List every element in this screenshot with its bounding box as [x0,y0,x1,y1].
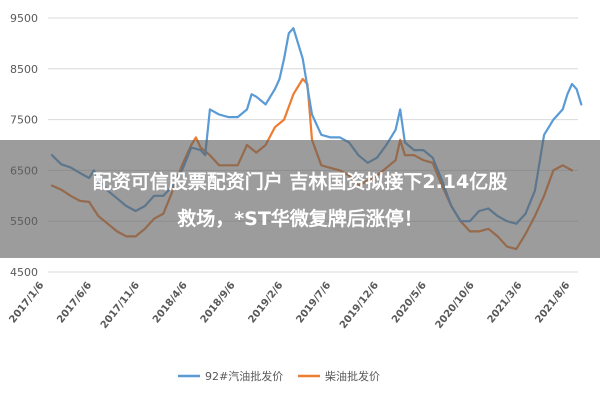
legend-label: 92#汽油批发价 [205,369,283,383]
x-tick-label: 2019/2/6 [247,280,286,325]
x-tick-label: 2020/5/6 [390,280,429,325]
x-tick-label: 2017/11/6 [99,280,142,331]
y-tick-label: 4500 [10,266,38,279]
legend: 92#汽油批发价 柴油批发价 [178,369,380,383]
y-tick-label: 8500 [10,63,38,76]
headline-banner: 配资可信股票配资门户 吉林国资拟接下2.14亿股 救场，*ST华微复牌后涨停！ [0,140,600,258]
banner-line-2: 救场，*ST华微复牌后涨停！ [177,207,423,230]
banner-background [0,140,600,258]
x-tick-label: 2017/1/6 [7,280,46,325]
y-tick-label: 9500 [10,12,38,25]
x-tick-label: 2020/10/6 [434,280,477,331]
x-tick-label: 2018/4/6 [151,280,190,325]
x-tick-label: 2021/3/6 [486,280,525,325]
x-tick-label: 2018/9/6 [199,280,238,325]
legend-label: 柴油批发价 [325,369,380,383]
x-axis-ticks: 2017/1/6 2017/6/6 2017/11/6 2018/4/6 2018/9/… [7,280,572,331]
x-tick-label: 2019/12/6 [338,280,381,331]
x-tick-label: 2021/8/6 [533,280,572,325]
banner-line-1: 配资可信股票配资门户 吉林国资拟接下2.14亿股 [93,170,508,193]
x-tick-label: 2017/6/6 [55,280,94,325]
x-tick-label: 2019/7/6 [294,280,333,325]
y-tick-label: 7500 [10,114,38,127]
